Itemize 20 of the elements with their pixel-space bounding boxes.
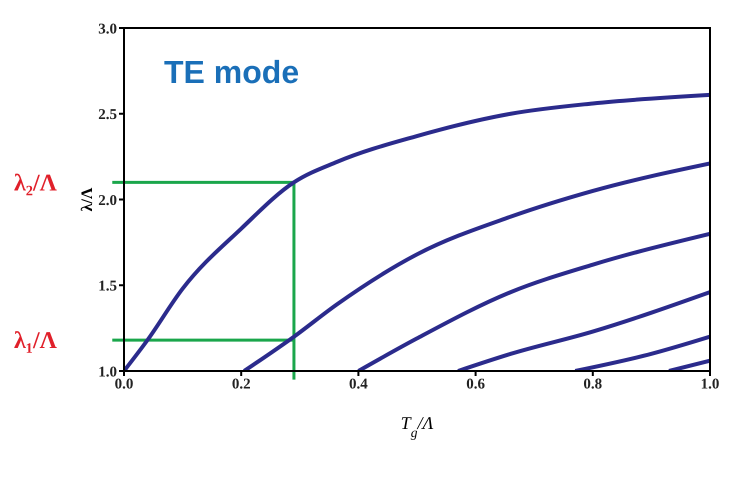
line-series (242, 161, 710, 371)
ref-line-label: λ₁/Λ (14, 328, 58, 354)
text: TE mode (164, 54, 300, 90)
line-series (456, 290, 710, 371)
ref-line-label: λ₂/Λ (14, 170, 58, 196)
y-tick-label: 2.0 (98, 192, 117, 209)
y-tick-label: 1.5 (98, 278, 117, 295)
x-tick-label: 0.8 (583, 376, 602, 393)
y-tick-label: 1.0 (98, 364, 117, 380)
x-tick-label: 0.2 (232, 376, 251, 393)
y-axis-title: λ/Λ (79, 187, 96, 212)
x-tick-label: 0.0 (114, 376, 134, 393)
line-series (124, 92, 710, 371)
x-tick-label: 0.4 (349, 376, 368, 393)
x-tick-label: 1.0 (700, 376, 720, 393)
x-tick-label: 0.6 (466, 376, 486, 393)
y-tick-label: 2.5 (98, 107, 117, 124)
y-tick-label: 3.0 (98, 21, 117, 38)
x-axis-title: T$_{g}$/Λ (400, 413, 434, 440)
line-series (356, 232, 710, 371)
